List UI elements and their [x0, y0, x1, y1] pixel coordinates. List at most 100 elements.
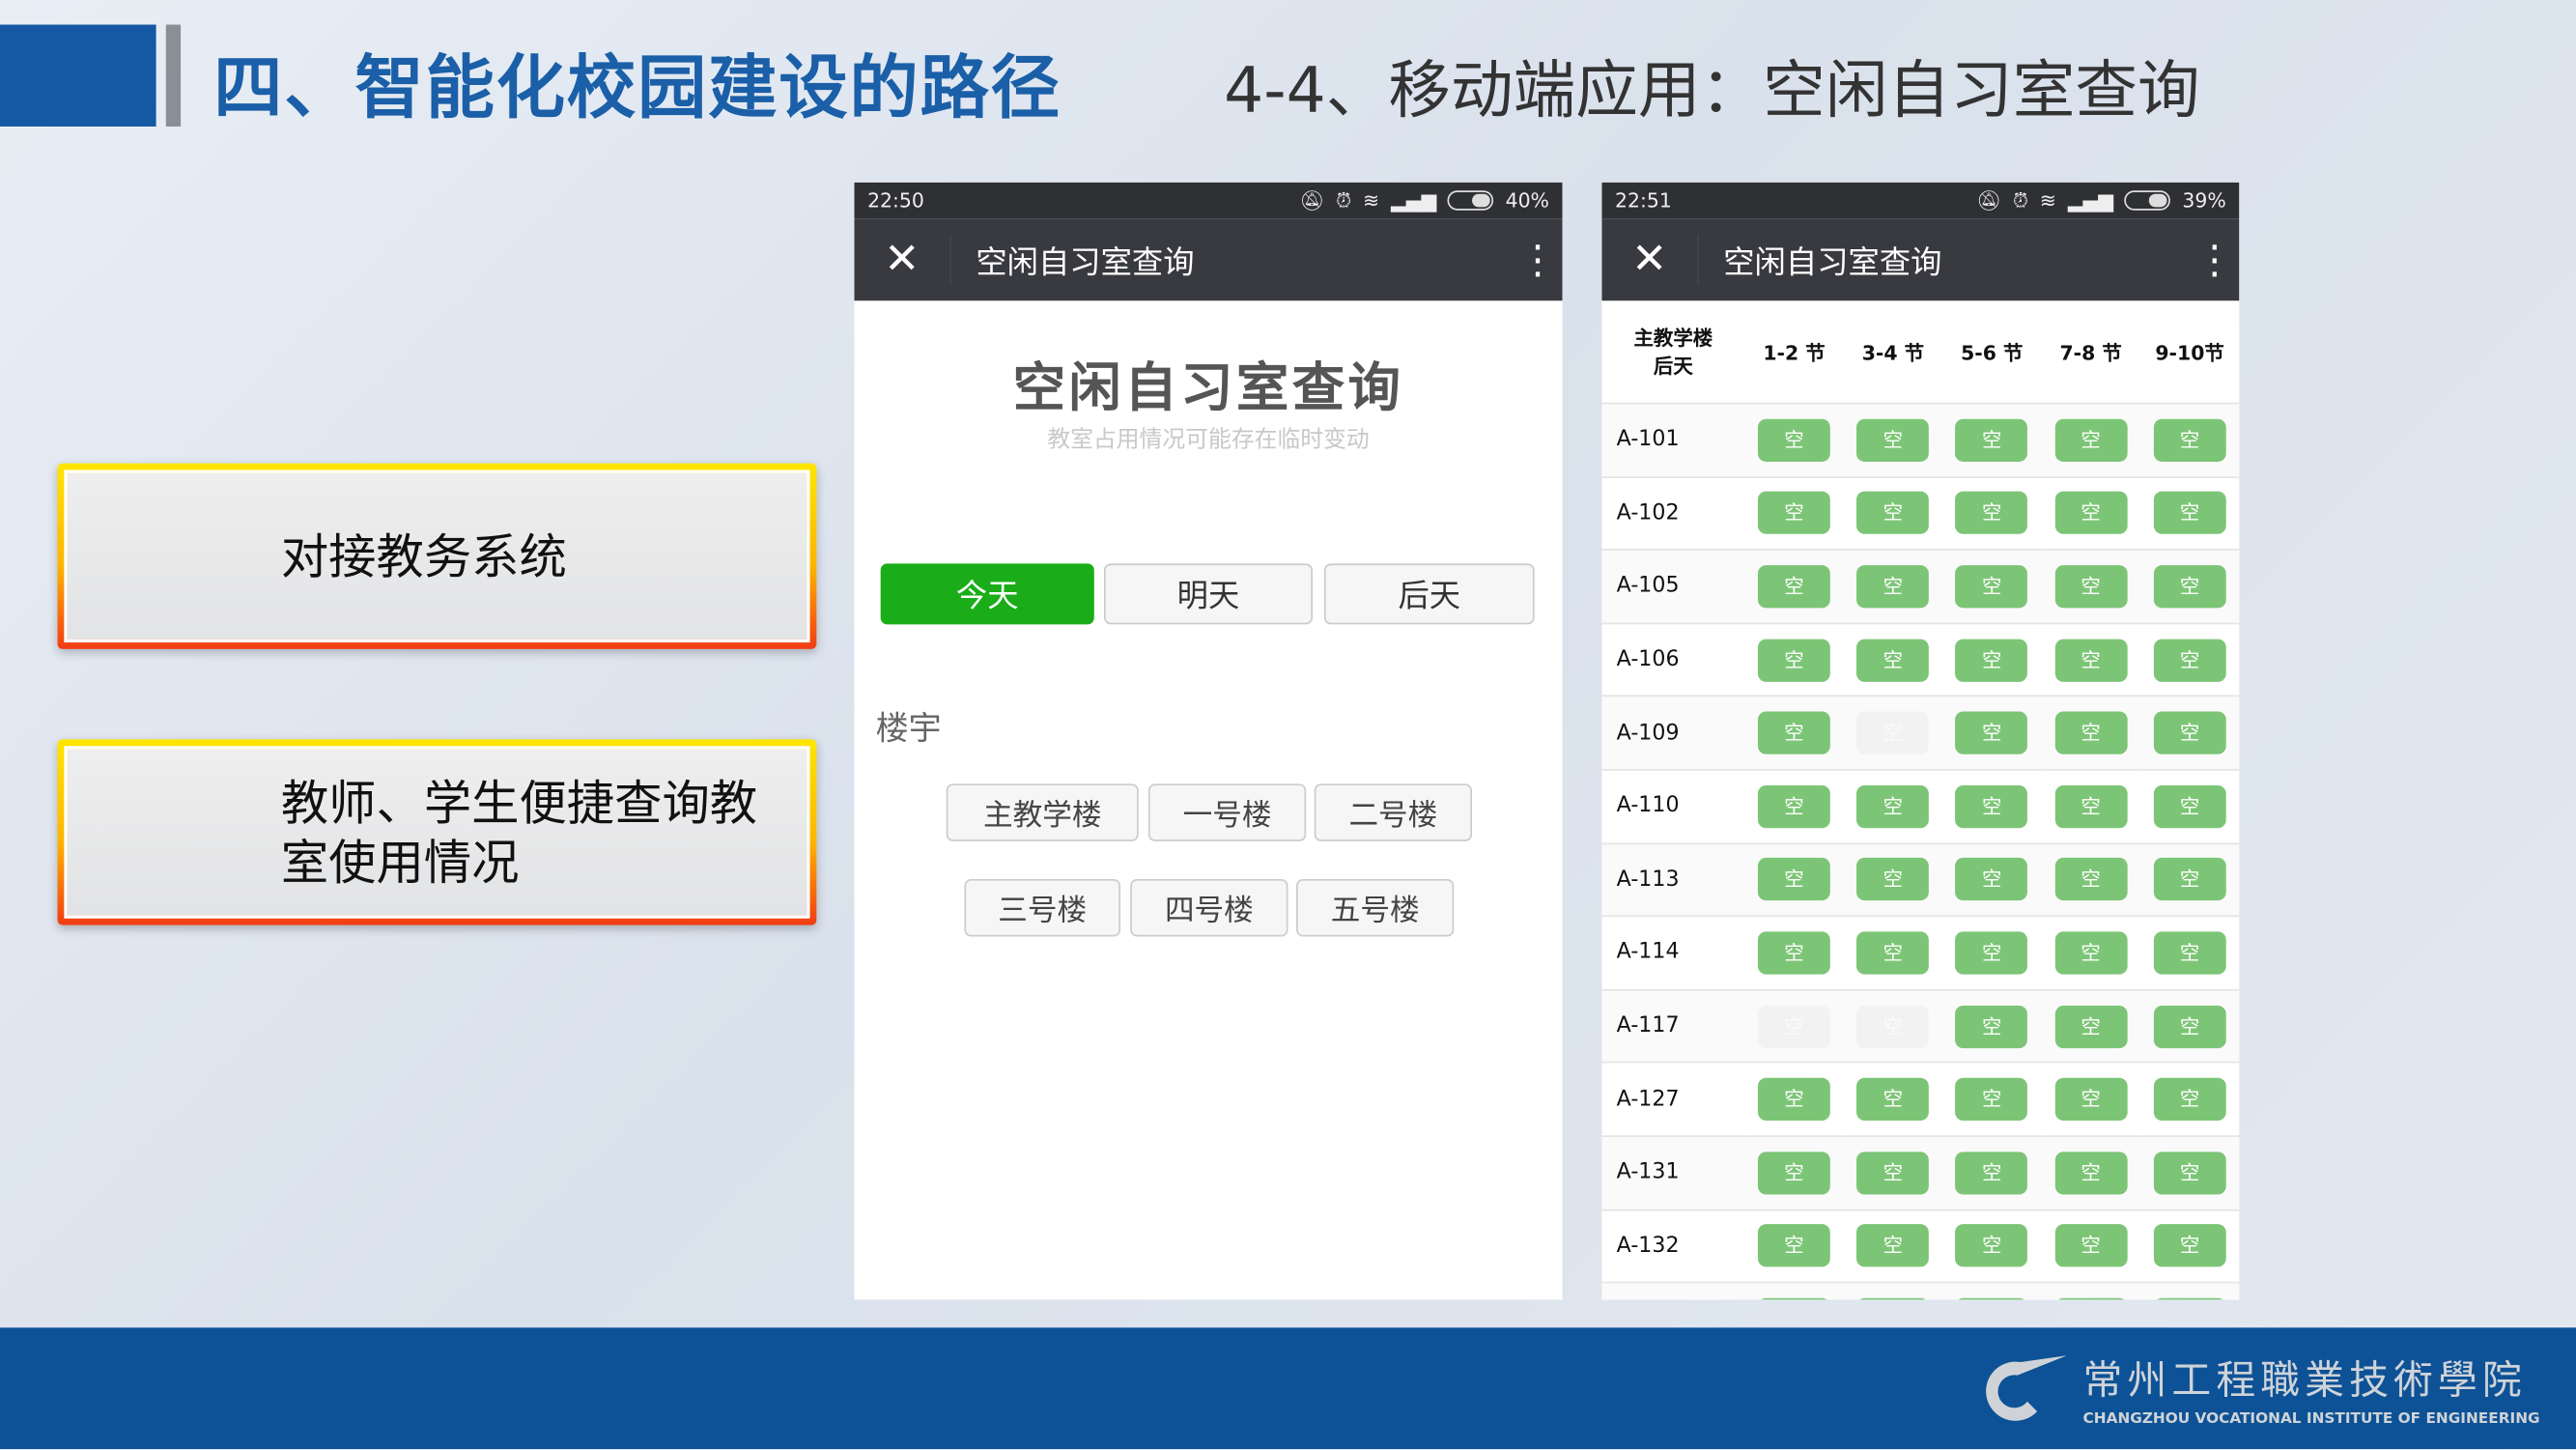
- notice-text: 教室占用情况可能存在临时变动: [1047, 427, 1370, 454]
- free-slot-badge[interactable]: 空: [1955, 638, 2028, 682]
- room-number: A-114: [1601, 915, 1745, 990]
- close-icon[interactable]: ✕: [1601, 235, 1699, 285]
- free-slot-badge[interactable]: 空: [1955, 858, 2028, 901]
- free-slot-badge[interactable]: 空: [2153, 1005, 2226, 1048]
- free-slot-badge[interactable]: 空: [2153, 1078, 2226, 1122]
- free-slot-badge[interactable]: 空: [2054, 565, 2128, 609]
- free-slot-badge[interactable]: 空: [1856, 1297, 1930, 1300]
- free-slot-badge[interactable]: 空: [1955, 1005, 2028, 1048]
- free-slot-badge[interactable]: 空: [1955, 492, 2028, 535]
- period-cell: 空: [2041, 402, 2140, 477]
- building-label: 楼宇: [875, 708, 942, 748]
- free-slot-badge[interactable]: 空: [2153, 858, 2226, 901]
- free-slot-badge[interactable]: 空: [2153, 1151, 2226, 1195]
- more-menu-icon[interactable]: ⋮: [1517, 236, 1558, 283]
- period-cell: 空: [1942, 768, 2042, 843]
- free-slot-badge[interactable]: 空: [2054, 638, 2128, 682]
- free-slot-badge[interactable]: 空: [2153, 931, 2226, 975]
- building-button[interactable]: 主教学楼: [946, 783, 1139, 841]
- free-slot-badge[interactable]: 空: [2054, 858, 2128, 901]
- free-slot-badge[interactable]: 空: [1856, 638, 1930, 682]
- free-slot-badge[interactable]: 空: [2054, 1078, 2128, 1122]
- free-slot-badge[interactable]: 空: [2153, 492, 2226, 535]
- free-slot-badge[interactable]: 空: [1955, 1297, 2028, 1300]
- free-slot-badge[interactable]: 空: [1758, 711, 1830, 755]
- column-header: 3-4 节: [1861, 340, 1925, 364]
- free-slot-badge[interactable]: 空: [2054, 492, 2128, 535]
- free-slot-badge[interactable]: 空: [1758, 492, 1830, 535]
- free-slot-badge[interactable]: 空: [1955, 418, 2028, 462]
- more-menu-icon[interactable]: ⋮: [2194, 236, 2235, 283]
- free-slot-badge[interactable]: 空: [1856, 492, 1930, 535]
- wifi-icon: ≋: [2039, 188, 2056, 213]
- free-slot-badge[interactable]: 空: [1758, 565, 1830, 609]
- occupied-slot-badge[interactable]: 空: [1856, 1005, 1930, 1048]
- free-slot-badge[interactable]: 空: [2153, 638, 2226, 682]
- free-slot-badge[interactable]: 空: [1758, 638, 1830, 682]
- free-slot-badge[interactable]: 空: [1856, 418, 1930, 462]
- building-button[interactable]: 四号楼: [1130, 878, 1288, 937]
- free-slot-badge[interactable]: 空: [1856, 858, 1930, 901]
- feature-card-2: 教师、学生便捷查询教室使用情况: [57, 739, 817, 925]
- free-slot-badge[interactable]: 空: [1856, 1151, 1930, 1195]
- slide-title: 四、智能化校园建设的路径: [213, 47, 1062, 128]
- building-button[interactable]: 一号楼: [1147, 783, 1307, 841]
- close-icon[interactable]: ✕: [854, 235, 951, 285]
- building-button[interactable]: 三号楼: [964, 878, 1121, 937]
- occupied-slot-badge[interactable]: 空: [1856, 711, 1930, 755]
- free-slot-badge[interactable]: 空: [1758, 1151, 1830, 1195]
- free-slot-badge[interactable]: 空: [2054, 1005, 2128, 1048]
- occupied-slot-badge[interactable]: 空: [1758, 1005, 1830, 1048]
- free-slot-badge[interactable]: 空: [1955, 1151, 2028, 1195]
- column-header: 9-10节: [2155, 340, 2224, 364]
- free-slot-badge[interactable]: 空: [2054, 784, 2128, 828]
- free-slot-badge[interactable]: 空: [1955, 1078, 2028, 1122]
- free-slot-badge[interactable]: 空: [1758, 1078, 1830, 1122]
- free-slot-badge[interactable]: 空: [2153, 565, 2226, 609]
- day-button-today[interactable]: 今天: [880, 563, 1094, 625]
- period-cell: 空: [1843, 1135, 1943, 1209]
- free-slot-badge[interactable]: 空: [1758, 858, 1830, 901]
- free-slot-badge[interactable]: 空: [1758, 1297, 1830, 1300]
- free-slot-badge[interactable]: 空: [1758, 931, 1830, 975]
- period-cell: 空: [2041, 988, 2140, 1064]
- free-slot-badge[interactable]: 空: [1955, 931, 2028, 975]
- table-row: A-117 空空空空空: [1601, 988, 2240, 1064]
- free-slot-badge[interactable]: 空: [1856, 931, 1930, 975]
- free-slot-badge[interactable]: 空: [2054, 1151, 2128, 1195]
- free-slot-badge[interactable]: 空: [1758, 418, 1830, 462]
- free-slot-badge[interactable]: 空: [2054, 931, 2128, 975]
- free-slot-badge[interactable]: 空: [1758, 1224, 1830, 1267]
- free-slot-badge[interactable]: 空: [2153, 784, 2226, 828]
- free-slot-badge[interactable]: 空: [1856, 1224, 1930, 1267]
- room-number: A-113: [1601, 841, 1745, 917]
- building-button[interactable]: 五号楼: [1296, 878, 1455, 937]
- school-emblem-icon: [1985, 1354, 2067, 1420]
- free-slot-badge[interactable]: 空: [1856, 565, 1930, 609]
- building-button[interactable]: 二号楼: [1314, 783, 1473, 841]
- free-slot-badge[interactable]: 空: [2054, 1224, 2128, 1267]
- battery-icon: [1448, 190, 1494, 211]
- free-slot-badge[interactable]: 空: [2054, 418, 2128, 462]
- free-slot-badge[interactable]: 空: [2153, 1224, 2226, 1267]
- free-slot-badge[interactable]: 空: [1955, 1224, 2028, 1267]
- free-slot-badge[interactable]: 空: [1955, 711, 2028, 755]
- free-slot-badge[interactable]: 空: [2153, 711, 2226, 755]
- free-slot-badge[interactable]: 空: [1856, 1078, 1930, 1122]
- logo-chinese-name: 常州工程職業技術學院: [2082, 1356, 2527, 1404]
- free-slot-badge[interactable]: 空: [2153, 418, 2226, 462]
- free-slot-badge[interactable]: 空: [1955, 784, 2028, 828]
- free-slot-badge[interactable]: 空: [1955, 565, 2028, 609]
- free-slot-badge[interactable]: 空: [1758, 784, 1830, 828]
- free-slot-badge[interactable]: 空: [2153, 1297, 2226, 1300]
- alarm-icon: ⏰︎: [1336, 187, 1352, 212]
- day-button-tomorrow[interactable]: 明天: [1104, 563, 1314, 625]
- room-number: A-101: [1601, 402, 1745, 477]
- period-cell: 空: [1942, 1281, 2042, 1300]
- free-slot-badge[interactable]: 空: [1856, 784, 1930, 828]
- period-cell: 空: [2139, 768, 2240, 843]
- table-row: A-113 空空空空空: [1601, 841, 2240, 917]
- free-slot-badge[interactable]: 空: [2054, 1297, 2128, 1300]
- free-slot-badge[interactable]: 空: [2054, 711, 2128, 755]
- day-button-day-after[interactable]: 后天: [1323, 563, 1535, 625]
